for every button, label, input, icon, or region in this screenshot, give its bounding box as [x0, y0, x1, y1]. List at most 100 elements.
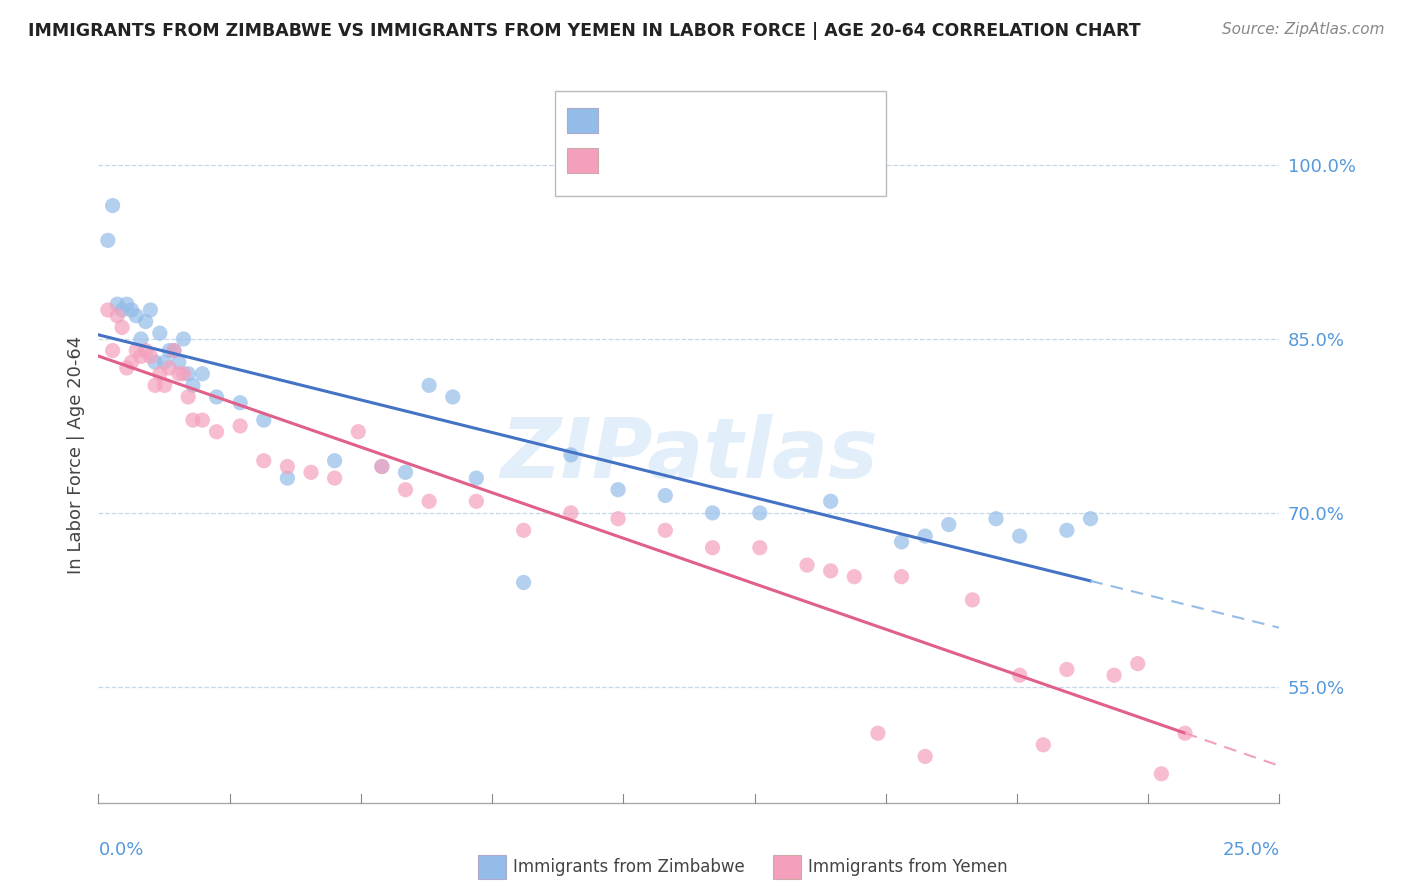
Point	[702, 541, 724, 555]
Point	[512, 523, 534, 537]
Point	[890, 569, 912, 583]
Point	[654, 523, 676, 537]
Point	[205, 390, 228, 404]
Point	[394, 466, 416, 480]
Point	[820, 494, 842, 508]
Point	[111, 303, 134, 318]
Point	[172, 367, 194, 381]
Point	[748, 541, 770, 555]
Point	[229, 419, 252, 434]
Point	[654, 489, 676, 503]
Point	[135, 315, 157, 329]
Point	[844, 569, 866, 583]
Point	[167, 355, 190, 369]
Point	[229, 396, 252, 410]
Point	[153, 355, 176, 369]
Point	[465, 494, 488, 508]
Point	[914, 529, 936, 543]
Text: R =  -0.714: R = -0.714	[607, 152, 720, 169]
Point	[143, 355, 166, 369]
Point	[560, 506, 582, 520]
Point	[139, 303, 162, 318]
Point	[560, 448, 582, 462]
Point	[121, 355, 143, 369]
Point	[820, 564, 842, 578]
Point	[205, 425, 228, 439]
Text: N = 44: N = 44	[780, 112, 848, 129]
Y-axis label: In Labor Force | Age 20-64: In Labor Force | Age 20-64	[66, 335, 84, 574]
Point	[465, 471, 488, 485]
Point	[181, 413, 204, 427]
Text: R = -0.506: R = -0.506	[607, 112, 713, 129]
Point	[796, 558, 818, 573]
Point	[105, 297, 128, 311]
Point	[167, 367, 190, 381]
Point	[347, 425, 370, 439]
Point	[299, 466, 322, 480]
Point	[191, 367, 214, 381]
Point	[143, 378, 166, 392]
Point	[125, 343, 148, 358]
Point	[125, 309, 148, 323]
Point	[607, 483, 630, 497]
Point	[101, 343, 124, 358]
Point	[172, 332, 194, 346]
Text: Immigrants from Yemen: Immigrants from Yemen	[808, 858, 1008, 876]
Point	[748, 506, 770, 520]
Point	[276, 471, 298, 485]
Point	[135, 343, 157, 358]
Point	[115, 297, 138, 311]
Point	[418, 378, 440, 392]
Point	[418, 494, 440, 508]
Point	[984, 512, 1007, 526]
Point	[177, 367, 200, 381]
Point	[394, 483, 416, 497]
Point	[157, 361, 180, 376]
Point	[702, 506, 724, 520]
Text: Source: ZipAtlas.com: Source: ZipAtlas.com	[1222, 22, 1385, 37]
Point	[97, 303, 120, 318]
Point	[371, 459, 394, 474]
Point	[866, 726, 889, 740]
Point	[1126, 657, 1149, 671]
Point	[914, 749, 936, 764]
Point	[149, 326, 172, 341]
Text: N =  51: N = 51	[780, 152, 853, 169]
Text: 0.0%: 0.0%	[98, 841, 143, 859]
Point	[938, 517, 960, 532]
Point	[1150, 766, 1173, 781]
Point	[121, 303, 143, 318]
Point	[163, 343, 186, 358]
Text: ZIPatlas: ZIPatlas	[501, 415, 877, 495]
Point	[323, 471, 346, 485]
Point	[371, 459, 394, 474]
Point	[97, 233, 120, 247]
Point	[177, 390, 200, 404]
Point	[153, 378, 176, 392]
Point	[1102, 668, 1125, 682]
Point	[962, 592, 984, 607]
Point	[607, 512, 630, 526]
Point	[890, 534, 912, 549]
Point	[1174, 726, 1197, 740]
Point	[157, 343, 180, 358]
Point	[441, 390, 464, 404]
Point	[115, 361, 138, 376]
Point	[323, 453, 346, 467]
Point	[1056, 663, 1078, 677]
Point	[253, 453, 276, 467]
Point	[1056, 523, 1078, 537]
Text: 25.0%: 25.0%	[1222, 841, 1279, 859]
Point	[1032, 738, 1054, 752]
Point	[129, 350, 152, 364]
Point	[253, 413, 276, 427]
Point	[111, 320, 134, 334]
Point	[191, 413, 214, 427]
Point	[105, 309, 128, 323]
Text: IMMIGRANTS FROM ZIMBABWE VS IMMIGRANTS FROM YEMEN IN LABOR FORCE | AGE 20-64 COR: IMMIGRANTS FROM ZIMBABWE VS IMMIGRANTS F…	[28, 22, 1140, 40]
Point	[149, 367, 172, 381]
Point	[1008, 668, 1031, 682]
Point	[139, 350, 162, 364]
Point	[1008, 529, 1031, 543]
Point	[129, 332, 152, 346]
